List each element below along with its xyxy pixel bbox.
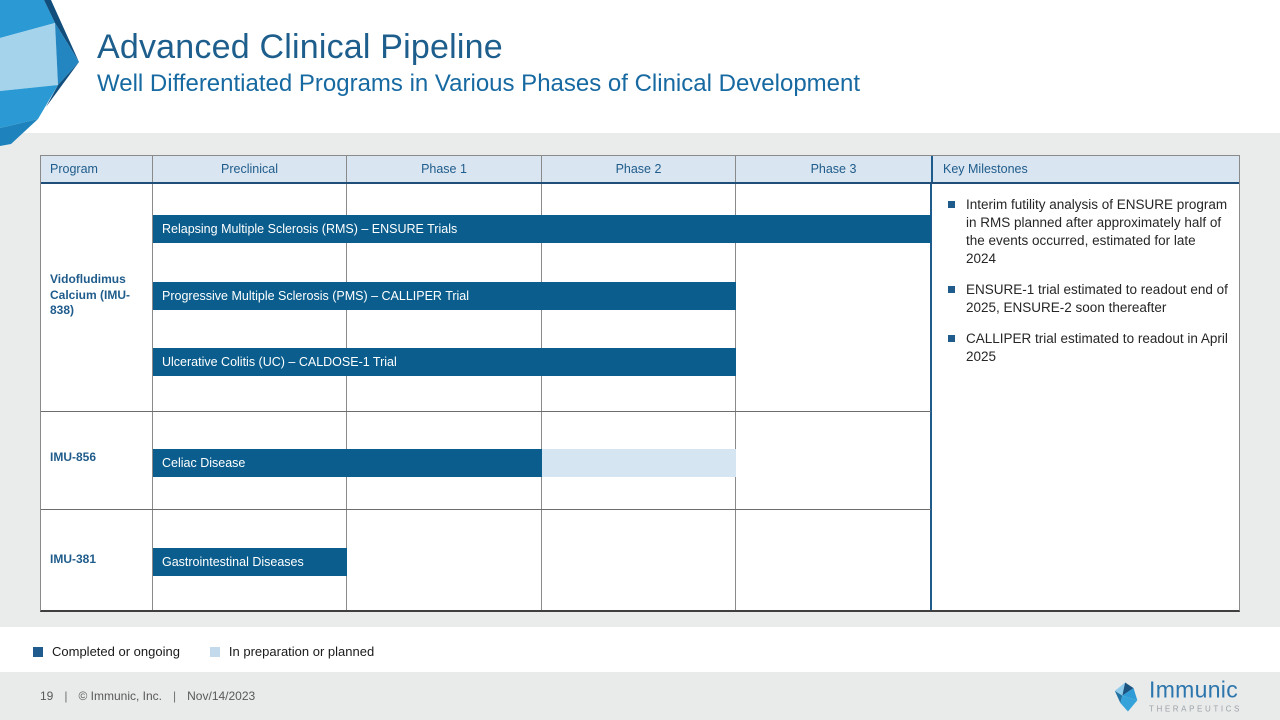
legend-swatch-completed-icon — [33, 646, 43, 657]
footer-separator: | — [64, 689, 68, 703]
bar-pms-calliper-trial: Progressive Multiple Sclerosis (PMS) – C… — [153, 282, 736, 310]
column-header-phase2: Phase 2 — [542, 156, 736, 182]
bar-uc-caldose1-trial: Ulcerative Colitis (UC) – CALDOSE-1 Tria… — [153, 348, 736, 376]
milestone-text: CALLIPER trial estimated to readout in A… — [966, 330, 1228, 364]
legend-item-planned: In preparation or planned — [209, 644, 375, 659]
page-number: 19 — [40, 689, 54, 703]
page-subtitle: Well Differentiated Programs in Various … — [97, 70, 861, 97]
milestone-text: Interim futility analysis of ENSURE prog… — [966, 197, 1228, 266]
column-divider — [735, 184, 736, 610]
page-title: Advanced Clinical Pipeline — [97, 28, 503, 66]
bullet-square-icon — [948, 201, 955, 208]
footer-date: Nov/14/2023 — [187, 689, 256, 703]
column-header-phase3: Phase 3 — [810, 162, 857, 176]
column-header-program: Program — [41, 156, 153, 182]
bullet-square-icon — [948, 334, 955, 342]
program-label-imu838: Vidofludimus Calcium (IMU-838) — [50, 272, 131, 318]
column-header-phase1: Phase 1 — [347, 156, 542, 182]
column-divider — [346, 184, 347, 610]
program-label-imu856: IMU-856 — [50, 450, 97, 464]
corner-crystal-logo-icon — [0, 0, 79, 146]
milestone-item: Interim futility analysis of ENSURE prog… — [946, 196, 1229, 268]
bar-gastrointestinal-diseases: Gastrointestinal Diseases — [153, 548, 347, 576]
footer-separator: | — [173, 689, 177, 703]
slide-header: Advanced Clinical Pipeline Well Differen… — [97, 28, 860, 98]
footer-info: 19 | © Immunic, Inc. | Nov/14/2023 — [40, 672, 255, 720]
bar-rms-ensure-trials: Relapsing Multiple Sclerosis (RMS) – ENS… — [153, 215, 931, 243]
legend-item-completed: Completed or ongoing — [33, 644, 180, 659]
immunic-logo: Immunic THERAPEUTICS — [1112, 676, 1242, 714]
program-row-divider — [41, 509, 931, 510]
legend: Completed or ongoing In preparation or p… — [33, 644, 374, 659]
footer-copyright: © Immunic, Inc. — [78, 689, 163, 703]
legend-label: Completed or ongoing — [52, 644, 180, 659]
pipeline-table: Program Preclinical Phase 1 Phase 2 Phas… — [40, 155, 1240, 612]
column-divider — [541, 184, 542, 610]
milestone-item: CALLIPER trial estimated to readout in A… — [946, 330, 1229, 366]
milestone-text: ENSURE-1 trial estimated to readout end … — [966, 281, 1228, 315]
bar-celiac-disease-planned-segment — [542, 449, 736, 477]
immunic-logo-text: Immunic THERAPEUTICS — [1149, 676, 1242, 714]
program-label-imu381: IMU-381 — [50, 552, 97, 566]
immunic-logo-name: Immunic — [1149, 676, 1239, 703]
table-body: Vidofludimus Calcium (IMU-838) IMU-856 I… — [41, 184, 1239, 610]
legend-label: In preparation or planned — [228, 644, 375, 659]
milestones-column-divider — [930, 184, 932, 610]
key-milestones-panel: Interim futility analysis of ENSURE prog… — [932, 184, 1239, 610]
column-header-preclinical: Preclinical — [153, 156, 347, 182]
immunic-logo-subtitle: THERAPEUTICS — [1149, 704, 1242, 714]
immunic-logo-gem-icon — [1114, 681, 1138, 711]
column-header-key-milestones: Key Milestones — [931, 156, 1239, 182]
column-divider — [152, 184, 153, 610]
table-header-row: Program Preclinical Phase 1 Phase 2 Phas… — [41, 156, 1239, 184]
legend-swatch-planned-icon — [209, 646, 220, 657]
milestone-item: ENSURE-1 trial estimated to readout end … — [946, 281, 1229, 317]
program-row-divider — [41, 411, 931, 412]
bar-celiac-disease: Celiac Disease — [153, 449, 542, 477]
footer-band: 19 | © Immunic, Inc. | Nov/14/2023 Immun… — [0, 672, 1280, 720]
bullet-square-icon — [948, 285, 955, 293]
